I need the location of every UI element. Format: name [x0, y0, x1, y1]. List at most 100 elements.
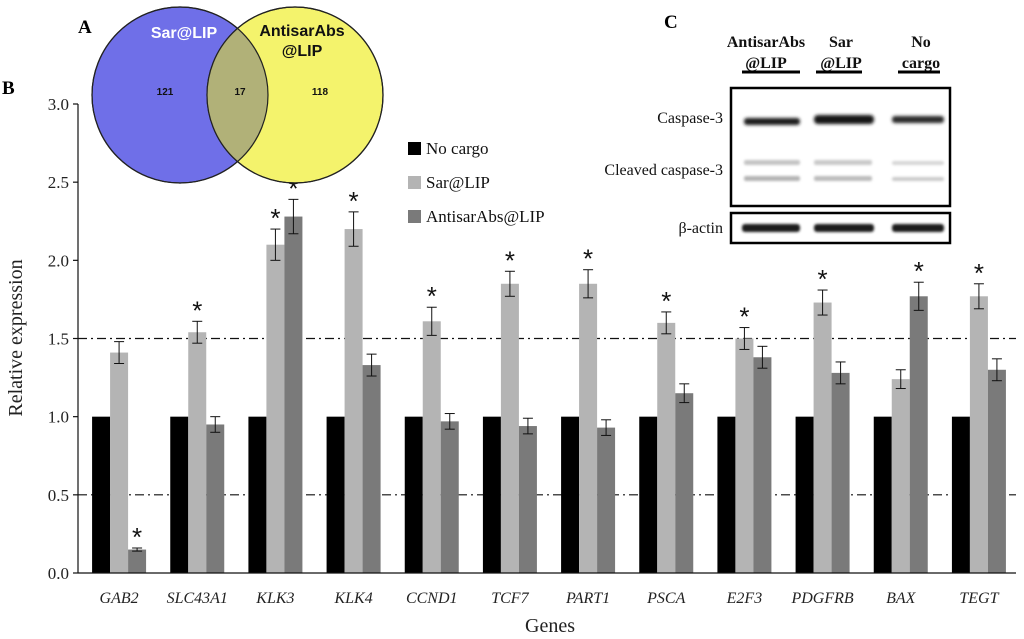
lane-header-nocargo-line1: No [911, 34, 931, 51]
bar-no-cargo-bax [873, 416, 892, 573]
bar-sar-lip-bax [891, 379, 910, 573]
significance-star: * [132, 522, 142, 552]
bar-antisarabs-lip-ccnd1 [440, 421, 459, 573]
bar-no-cargo-pdgfrb [795, 416, 814, 573]
bar-antisarabs-lip-tegt [987, 369, 1006, 573]
venn-outline-left [91, 6, 269, 184]
legend-label-1: Sar@LIP [426, 173, 490, 192]
significance-star: * [914, 256, 924, 286]
y-tick-label: 0.0 [48, 564, 69, 583]
x-axis-title: Genes [525, 615, 575, 637]
gene-label-gab2: GAB2 [100, 590, 139, 607]
bar-no-cargo-klk4 [326, 416, 345, 573]
bar-antisarabs-lip-klk3 [284, 216, 303, 573]
bar-no-cargo-slc43a1 [170, 416, 189, 573]
bar-antisarabs-lip-part1 [597, 427, 616, 573]
gene-label-slc43a1: SLC43A1 [167, 590, 228, 607]
significance-star: * [349, 186, 359, 216]
gene-label-psca: PSCA [646, 590, 685, 607]
significance-star: * [583, 244, 593, 274]
significance-star: * [505, 245, 515, 275]
venn-label-antisar-line2: @LIP [282, 43, 323, 60]
bar-no-cargo-gab2 [92, 416, 111, 573]
bar-antisarabs-lip-psca [675, 393, 694, 573]
bar-sar-lip-tcf7 [500, 283, 519, 573]
lane-header-antisar-line2: @LIP [745, 55, 787, 72]
bar-antisarabs-lip-e2f3 [753, 357, 772, 573]
bar-no-cargo-tcf7 [482, 416, 501, 573]
caspase-blot-frame [729, 86, 952, 208]
venn-count-overlap: 17 [234, 87, 246, 98]
y-tick-labels: 0.0 0.5 1.0 1.5 2.0 2.5 3.0 [48, 95, 78, 583]
bar-antisarabs-lip-bax [909, 296, 928, 573]
bar-no-cargo-klk3 [248, 416, 267, 573]
reference-lines [78, 337, 1016, 496]
row-label-caspase-3: Caspase-3 [657, 110, 723, 127]
gene-label-part1: PART1 [565, 590, 610, 607]
venn-diagram: Sar@LIP AntisarAbs @LIP 121 17 118 [91, 6, 384, 184]
bar-sar-lip-klk3 [266, 244, 285, 573]
significance-star: * [288, 173, 298, 203]
significance-star: * [818, 264, 828, 294]
bar-no-cargo-tegt [951, 416, 970, 573]
significance-star: * [661, 286, 671, 316]
bar-chart: * * * * * * * * * * * * * 0.0 0.5 1.0 1.5 2.0 2.5 3.0 GAB2… [48, 95, 1016, 607]
gene-label-ccnd1: CCND1 [406, 590, 458, 607]
gene-label-klk3: KLK3 [255, 590, 294, 607]
lane-header-sar-line1: Sar [829, 34, 853, 51]
bar-antisarabs-lip-tcf7 [518, 426, 537, 573]
bar-sar-lip-part1 [579, 283, 598, 573]
venn-count-right: 118 [312, 87, 329, 98]
bar-antisarabs-lip-klk4 [362, 365, 381, 573]
caspase-3-bands [744, 115, 944, 125]
bar-sar-lip-gab2 [110, 352, 129, 573]
cleaved-caspase-3-bands [744, 160, 944, 181]
legend-label-0: No cargo [426, 139, 488, 158]
row-label-beta-actin: β-actin [678, 220, 723, 237]
bar-antisarabs-lip-slc43a1 [206, 424, 225, 573]
y-tick-label: 1.5 [48, 330, 69, 349]
panel-letter-a: A [78, 17, 92, 38]
venn-overlap [207, 7, 268, 183]
panel-letter-c: C [664, 12, 678, 33]
venn-label-sar: Sar@LIP [151, 25, 218, 42]
bar-antisarabs-lip-gab2 [128, 549, 147, 573]
gene-label-pdgfrb: PDGFRB [790, 590, 853, 607]
panel-letter-b: B [2, 78, 15, 99]
bar-sar-lip-klk4 [344, 229, 363, 574]
bar-sar-lip-slc43a1 [188, 332, 207, 573]
bar-no-cargo-e2f3 [717, 416, 736, 573]
bar-no-cargo-psca [639, 416, 658, 573]
legend-label-2: AntisarAbs@LIP [426, 207, 545, 226]
lane-header-nocargo-line2: cargo [902, 55, 940, 72]
y-tick-label: 0.5 [48, 486, 69, 505]
y-tick-label: 2.5 [48, 173, 69, 192]
gene-label-tcf7: TCF7 [491, 590, 529, 607]
bar-sar-lip-tegt [969, 296, 988, 573]
gene-label-klk4: KLK4 [333, 590, 372, 607]
x-tick-labels: GAB2 SLC43A1 KLK3 KLK4 CCND1 TCF7 PART1 PSCA E2F… [100, 590, 1000, 607]
gene-label-bax: BAX [886, 590, 917, 607]
lane-header-antisar-line1: AntisarAbs [727, 34, 805, 51]
gene-label-tegt: TEGT [959, 590, 999, 607]
bar-sar-lip-ccnd1 [422, 321, 441, 573]
y-tick-label: 3.0 [48, 95, 69, 114]
bar-sar-lip-pdgfrb [813, 302, 832, 573]
venn-label-antisar-line1: AntisarAbs [259, 23, 344, 40]
significance-star: * [739, 302, 749, 332]
bar-sar-lip-e2f3 [735, 338, 754, 573]
western-blot: AntisarAbs @LIP Sar @LIP No cargo [604, 34, 952, 245]
y-tick-label: 1.0 [48, 408, 69, 427]
lane-header-sar-line2: @LIP [820, 55, 862, 72]
significance-star: * [192, 295, 202, 325]
venn-outline-right [206, 6, 384, 184]
bar-no-cargo-ccnd1 [404, 416, 423, 573]
row-label-cleaved-caspase-3: Cleaved caspase-3 [604, 162, 723, 179]
significance-star: * [974, 258, 984, 288]
bar-marks: * * * * * * * * * * * * * [92, 173, 1006, 574]
actin-bands [742, 224, 944, 232]
legend: No cargo Sar@LIP AntisarAbs@LIP [408, 139, 545, 226]
bar-no-cargo-part1 [561, 416, 580, 573]
legend-swatch-2 [408, 210, 421, 223]
